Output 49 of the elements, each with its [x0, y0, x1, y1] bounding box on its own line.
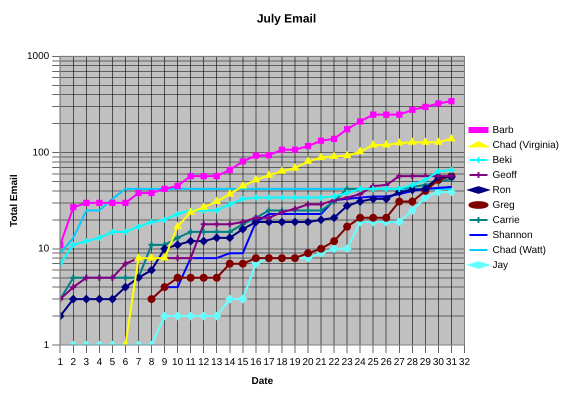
x-tick-label: 15 [237, 356, 249, 368]
x-tick-label: 19 [289, 356, 301, 368]
y-tick-label: 1 [44, 340, 50, 351]
legend-label: Beki [492, 154, 512, 166]
legend-label: Greg [492, 200, 515, 211]
legend-label: Carrie [492, 214, 520, 226]
x-tick-label: 24 [354, 356, 366, 368]
chart-title: July Email [256, 12, 316, 26]
x-tick-label: 7 [136, 356, 142, 368]
x-tick-label: 32 [458, 356, 470, 368]
x-tick-label: 18 [276, 356, 288, 368]
legend-label: Barb [492, 124, 514, 136]
x-tick-label: 22 [328, 356, 340, 368]
x-tick-label: 21 [315, 356, 328, 368]
x-tick-label: 4 [96, 356, 103, 368]
x-tick-label: 8 [148, 356, 155, 368]
y-tick-label: 10 [38, 244, 50, 255]
legend-label: Chad (Virginia) [492, 140, 559, 151]
x-tick-label: 13 [211, 356, 223, 368]
x-tick-label: 17 [263, 356, 275, 368]
x-tick-label: 14 [224, 356, 236, 368]
legend-label: Jay [492, 260, 508, 271]
x-tick-label: 12 [198, 356, 210, 368]
y-tick-label: 100 [32, 147, 50, 158]
x-tick-label: 1 [57, 356, 64, 368]
x-tick-label: 26 [380, 356, 392, 368]
legend-label: Ron [492, 184, 511, 196]
x-tick-label: 2 [70, 356, 77, 368]
y-tick-label: 1000 [26, 51, 50, 62]
legend-label: Shannon [492, 230, 533, 241]
x-tick-label: 5 [110, 356, 116, 368]
x-tick-label: 11 [185, 356, 196, 368]
x-tick-label: 31 [446, 356, 458, 368]
x-tick-label: 28 [406, 356, 418, 368]
x-tick-label: 30 [432, 356, 444, 368]
x-tick-label: 6 [122, 356, 129, 368]
legend-label: Geoff [492, 170, 517, 181]
x-tick-label: 27 [394, 356, 406, 368]
x-tick-label: 9 [162, 356, 168, 368]
y-axis-title: Total Email [8, 174, 20, 228]
legend-label: Chad (Watt) [492, 244, 546, 256]
x-axis-title: Date [252, 376, 274, 387]
x-tick-label: 23 [342, 356, 354, 368]
x-tick-label: 20 [302, 356, 314, 368]
x-tick-label: 25 [368, 356, 380, 368]
x-tick-label: 16 [250, 356, 262, 368]
x-tick-label: 29 [420, 356, 432, 368]
x-tick-label: 3 [84, 356, 90, 368]
x-tick-label: 10 [172, 356, 184, 368]
